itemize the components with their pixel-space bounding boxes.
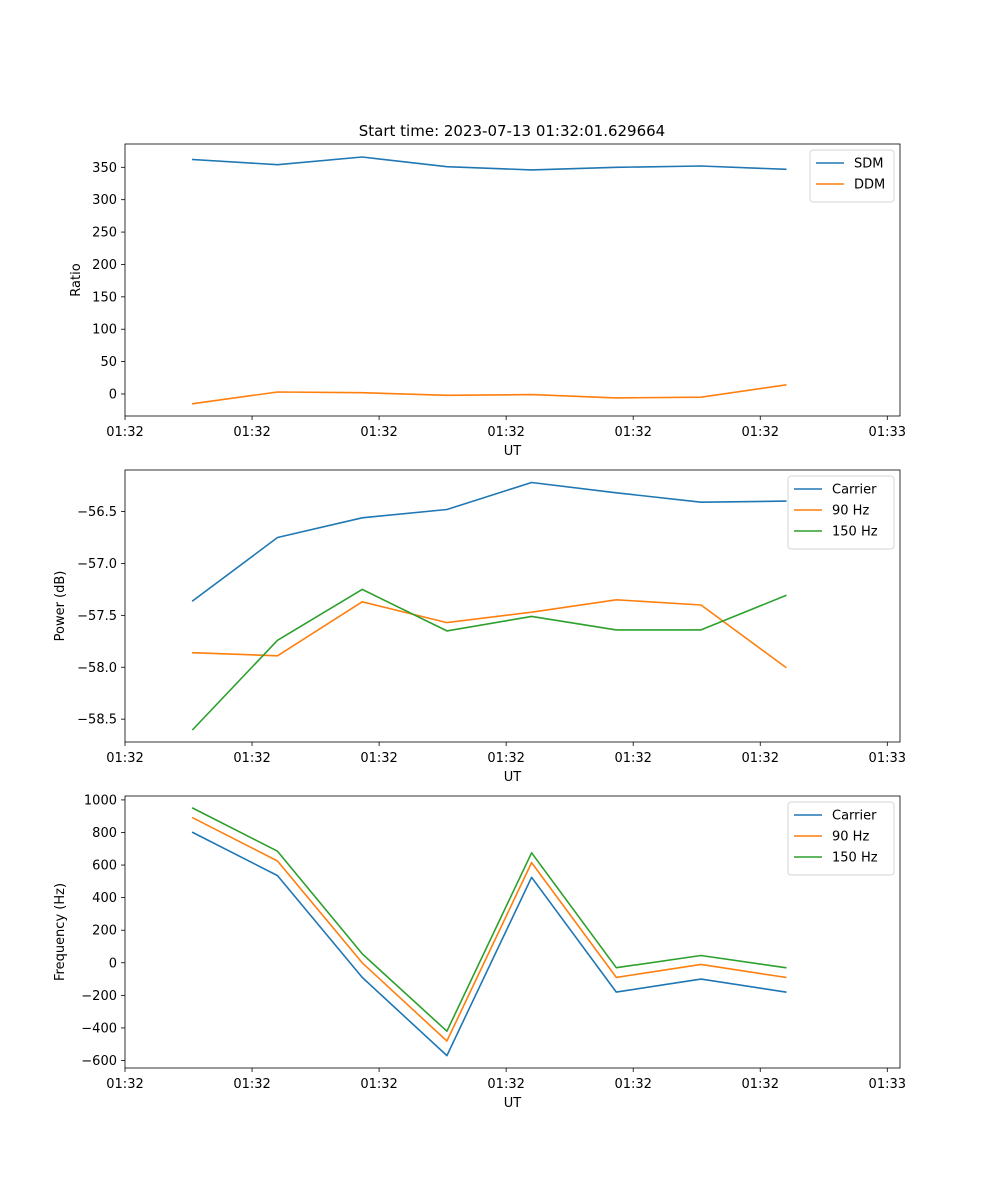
series-line-ddm — [191, 383, 787, 405]
x-tick-label: 01:32 — [106, 1077, 143, 1092]
plot-area — [124, 469, 901, 743]
y-tick-label: 200 — [92, 258, 117, 273]
y-tick-label: 600 — [92, 859, 117, 874]
chart-panel-3: 01:32 01:32 01:32 01:32 01:32 01:32 01:33 UT −60… — [53, 793, 906, 1111]
y-tick-label: 0 — [109, 387, 117, 402]
figure-title: Start time: 2023-07-13 01:32:01.629664 — [359, 122, 665, 140]
legend-label: Carrier — [832, 809, 877, 824]
x-tick-label: 01:32 — [233, 1077, 270, 1092]
legend-label: DDM — [854, 178, 885, 193]
x-axis-label: UT — [504, 770, 522, 785]
series-line-carrier — [191, 831, 787, 1057]
x-tick-label: 01:32 — [360, 751, 397, 766]
legend-label: 150 Hz — [832, 525, 878, 540]
legend-label: 150 Hz — [832, 851, 878, 866]
legend-label: 90 Hz — [832, 830, 869, 845]
legend-label: 90 Hz — [832, 504, 869, 519]
x-tick-label: 01:32 — [106, 425, 143, 440]
y-tick-label: 400 — [92, 891, 117, 906]
x-tick-label: 01:32 — [742, 1077, 779, 1092]
y-tick-label: 200 — [92, 924, 117, 939]
y-tick-label: 1000 — [84, 793, 117, 808]
y-tick-label: −56.5 — [77, 505, 117, 520]
x-tick-label: 01:32 — [614, 751, 651, 766]
y-axis-label: Frequency (Hz) — [53, 883, 68, 981]
series-line-sdm — [191, 156, 787, 171]
y-tick-label: −400 — [81, 1021, 117, 1036]
y-tick-label: 350 — [92, 161, 117, 176]
x-tick-label: 01:32 — [360, 1077, 397, 1092]
x-axis-label: UT — [504, 444, 522, 459]
chart-panel-2: 01:32 01:32 01:32 01:32 01:32 01:32 01:33 UT −58… — [53, 469, 906, 785]
plot-area — [124, 795, 901, 1069]
plot-area — [124, 143, 901, 417]
legend: Carrier 90 Hz 150 Hz — [787, 475, 895, 550]
series-line-150-hz — [191, 807, 787, 1032]
x-tick-label: 01:32 — [742, 751, 779, 766]
y-tick-label: 300 — [92, 193, 117, 208]
series-line-90-hz — [191, 816, 787, 1042]
y-axis-label: Power (dB) — [53, 571, 68, 642]
x-axis-label: UT — [504, 1096, 522, 1111]
legend: SDM DDM — [809, 149, 895, 203]
y-tick-label: 50 — [100, 355, 117, 370]
x-tick-label: 01:33 — [869, 1077, 906, 1092]
x-tick-label: 01:32 — [614, 1077, 651, 1092]
x-tick-label: 01:32 — [487, 751, 524, 766]
y-tick-label: 100 — [92, 323, 117, 338]
series-line-90-hz — [191, 598, 787, 669]
y-tick-label: −200 — [81, 989, 117, 1004]
y-tick-label: −57.0 — [77, 557, 117, 572]
x-tick-label: 01:32 — [614, 425, 651, 440]
legend-label: SDM — [854, 157, 883, 172]
series-line-carrier — [191, 481, 787, 602]
chart-panel-1: 01:32 01:32 01:32 01:32 01:32 01:32 01:33 UT 0 50… — [69, 143, 906, 459]
x-tick-label: 01:32 — [233, 751, 270, 766]
y-tick-label: 250 — [92, 226, 117, 241]
x-tick-label: 01:32 — [360, 425, 397, 440]
y-tick-label: −58.5 — [77, 713, 117, 728]
y-tick-label: −57.5 — [77, 609, 117, 624]
x-tick-label: 01:32 — [487, 425, 524, 440]
x-tick-label: 01:33 — [869, 425, 906, 440]
y-tick-label: −58.0 — [77, 661, 117, 676]
y-axis-label: Ratio — [69, 263, 84, 296]
y-tick-label: −600 — [81, 1054, 117, 1069]
series-line-150-hz — [191, 588, 787, 731]
legend: Carrier 90 Hz 150 Hz — [787, 801, 895, 876]
x-tick-label: 01:32 — [233, 425, 270, 440]
x-tick-label: 01:32 — [742, 425, 779, 440]
x-tick-label: 01:33 — [869, 751, 906, 766]
legend-label: Carrier — [832, 483, 877, 498]
y-tick-label: 800 — [92, 826, 117, 841]
y-tick-label: 150 — [92, 290, 117, 305]
y-tick-label: 0 — [109, 956, 117, 971]
x-tick-label: 01:32 — [106, 751, 143, 766]
x-tick-label: 01:32 — [487, 1077, 524, 1092]
